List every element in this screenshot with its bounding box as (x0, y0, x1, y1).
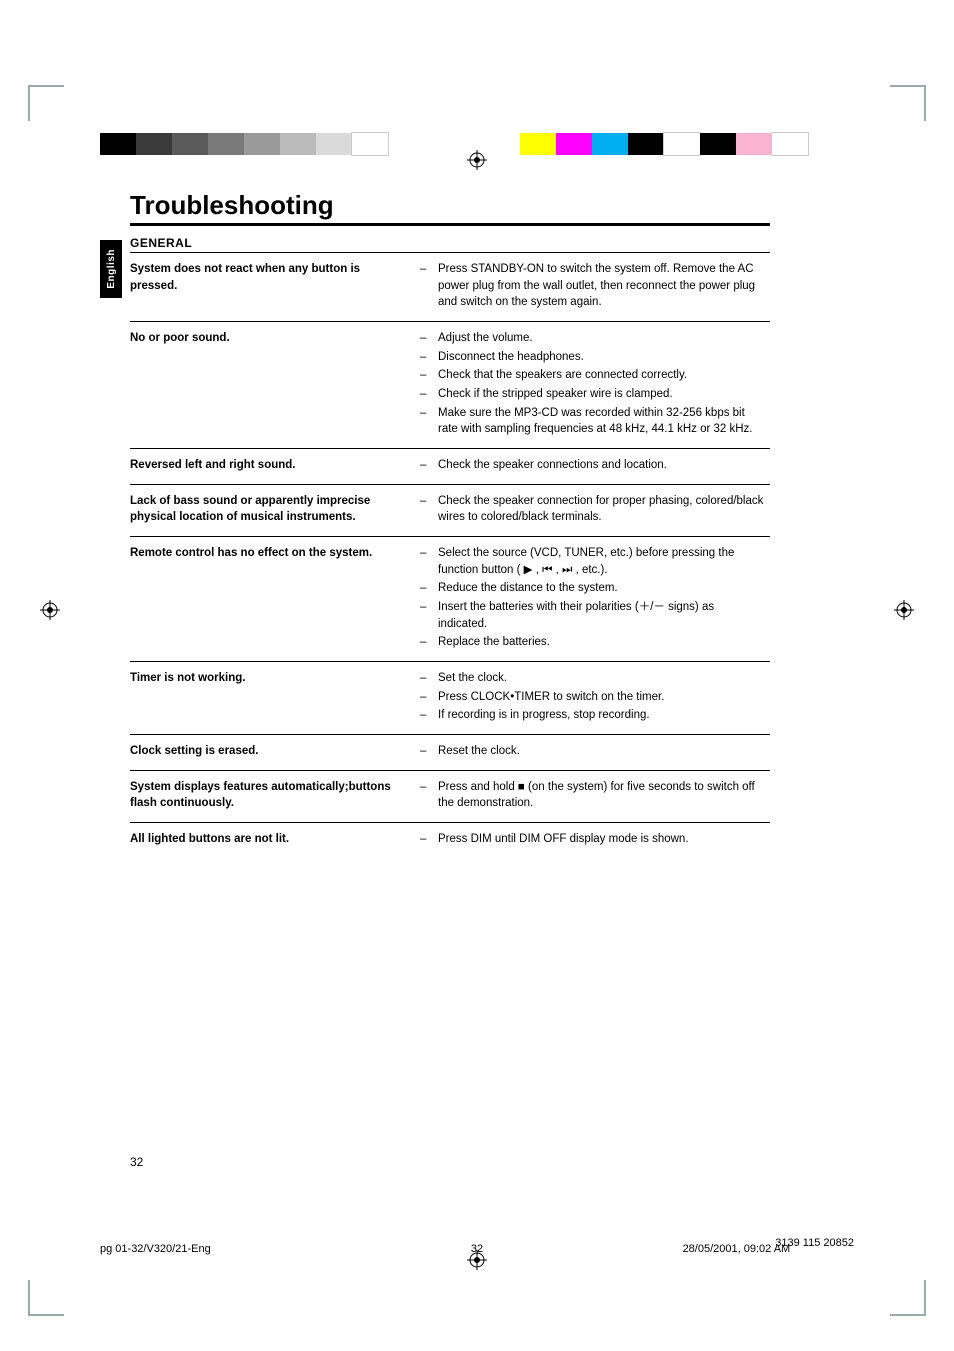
table-row: System does not react when any button is… (130, 253, 770, 322)
table-row: No or poor sound.Adjust the volume. Disco… (130, 322, 770, 449)
language-tab: English (100, 240, 122, 298)
solution-item: Reduce the distance to the system. (420, 580, 764, 597)
footer-right: 28/05/2001, 09:02 AM 3139 115 20852 (683, 1243, 854, 1255)
solution-item: Reset the clock. (420, 743, 764, 760)
color-swatch (280, 133, 316, 155)
table-row: Clock setting is erased.Reset the clock. (130, 735, 770, 771)
solution-cell: Adjust the volume. Disconnect the headpho… (420, 322, 770, 449)
color-swatch (172, 133, 208, 155)
table-row: System displays features automatically;b… (130, 770, 770, 822)
table-row: Remote control has no effect on the syst… (130, 537, 770, 662)
problem-cell: Reversed left and right sound. (130, 449, 420, 485)
problem-cell: Lack of bass sound or apparently impreci… (130, 484, 420, 536)
troubleshooting-table: System does not react when any button is… (130, 252, 770, 858)
problem-cell: System does not react when any button is… (130, 253, 420, 322)
color-swatch (664, 133, 700, 155)
solution-item: Check that the speakers are connected co… (420, 367, 764, 384)
problem-cell: No or poor sound. (130, 322, 420, 449)
registration-mark-top (467, 150, 487, 170)
language-tab-label: English (106, 249, 117, 289)
solution-cell: Press DIM until DIM OFF display mode is … (420, 823, 770, 858)
solution-cell: Check the speaker connection for proper … (420, 484, 770, 536)
table-row: All lighted buttons are not lit.Press DI… (130, 823, 770, 858)
color-swatch (592, 133, 628, 155)
solution-item: Replace the batteries. (420, 634, 764, 651)
solution-cell: Press STANDBY-ON to switch the system of… (420, 253, 770, 322)
solution-cell: Select the source (VCD, TUNER, etc.) bef… (420, 537, 770, 662)
content-area: Troubleshooting GENERAL System does not … (130, 190, 770, 858)
problem-cell: Timer is not working. (130, 662, 420, 735)
troubleshooting-tbody: System does not react when any button is… (130, 253, 770, 858)
solution-list: Set the clock. Press CLOCK•TIMER to switc… (420, 670, 764, 724)
solution-cell: Check the speaker connections and locati… (420, 449, 770, 485)
page-title: Troubleshooting (130, 190, 770, 221)
solution-list: Reset the clock. (420, 743, 764, 760)
solution-list: Press STANDBY-ON to switch the system of… (420, 261, 764, 311)
table-row: Lack of bass sound or apparently impreci… (130, 484, 770, 536)
color-swatch (736, 133, 772, 155)
table-row: Timer is not working.Set the clock. Press… (130, 662, 770, 735)
color-swatch (628, 133, 664, 155)
solution-cell: Set the clock. Press CLOCK•TIMER to switc… (420, 662, 770, 735)
registration-mark-left (40, 600, 60, 620)
solution-item: Press and hold ■ (on the system) for fiv… (420, 779, 764, 812)
solution-item: Check the speaker connections and locati… (420, 457, 764, 474)
color-swatch (316, 133, 352, 155)
solution-list: Adjust the volume. Disconnect the headpho… (420, 330, 764, 438)
color-swatch (772, 133, 808, 155)
solution-item: Adjust the volume. (420, 330, 764, 347)
footer-left: pg 01-32/V320/21-Eng (100, 1243, 211, 1255)
color-swatch (520, 133, 556, 155)
print-footer: pg 01-32/V320/21-Eng 32 28/05/2001, 09:0… (100, 1243, 854, 1255)
solution-item: Check if the stripped speaker wire is cl… (420, 386, 764, 403)
color-swatch (244, 133, 280, 155)
solution-cell: Reset the clock. (420, 735, 770, 771)
color-swatch (100, 133, 136, 155)
page-number: 32 (130, 1155, 143, 1169)
color-swatch (136, 133, 172, 155)
crop-mark-br (890, 1280, 926, 1316)
problem-cell: System displays features automatically;b… (130, 770, 420, 822)
page: English Troubleshooting GENERAL System d… (0, 0, 954, 1351)
crop-mark-tr (890, 85, 926, 121)
color-swatch (208, 133, 244, 155)
table-row: Reversed left and right sound.Check the … (130, 449, 770, 485)
color-swatch (352, 133, 388, 155)
solution-cell: Press and hold ■ (on the system) for fiv… (420, 770, 770, 822)
solution-item: If recording is in progress, stop record… (420, 707, 764, 724)
solution-item: Press STANDBY-ON to switch the system of… (420, 261, 764, 311)
solution-item: Disconnect the headphones. (420, 349, 764, 366)
solution-item: Press DIM until DIM OFF display mode is … (420, 831, 764, 848)
problem-cell: Remote control has no effect on the syst… (130, 537, 420, 662)
color-swatch (556, 133, 592, 155)
color-swatch-strip-left (100, 133, 388, 155)
solution-item: Insert the batteries with their polariti… (420, 599, 764, 632)
color-swatch (700, 133, 736, 155)
solution-item: Check the speaker connection for proper … (420, 493, 764, 526)
crop-mark-tl (28, 85, 64, 121)
footer-mid: 32 (471, 1243, 483, 1255)
solution-item: Select the source (VCD, TUNER, etc.) bef… (420, 545, 764, 578)
problem-cell: All lighted buttons are not lit. (130, 823, 420, 858)
solution-list: Press and hold ■ (on the system) for fiv… (420, 779, 764, 812)
registration-mark-right (894, 600, 914, 620)
solution-list: Press DIM until DIM OFF display mode is … (420, 831, 764, 848)
solution-item: Make sure the MP3-CD was recorded within… (420, 405, 764, 438)
color-swatch-strip-right (520, 133, 808, 155)
problem-cell: Clock setting is erased. (130, 735, 420, 771)
crop-mark-bl (28, 1280, 64, 1316)
solution-item: Set the clock. (420, 670, 764, 687)
section-heading: GENERAL (130, 236, 770, 250)
title-rule (130, 223, 770, 226)
solution-item: Press CLOCK•TIMER to switch on the timer… (420, 689, 764, 706)
solution-list: Check the speaker connection for proper … (420, 493, 764, 526)
solution-list: Select the source (VCD, TUNER, etc.) bef… (420, 545, 764, 651)
solution-list: Check the speaker connections and locati… (420, 457, 764, 474)
footer-partno: 3139 115 20852 (775, 1237, 854, 1249)
